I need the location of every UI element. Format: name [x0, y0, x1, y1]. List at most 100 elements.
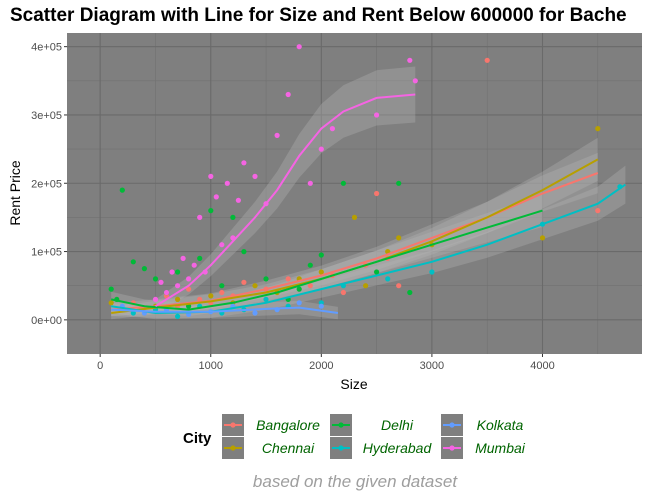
legend-key-point: [449, 422, 455, 428]
y-tick-label: 2e+05: [31, 178, 62, 190]
data-point: [396, 235, 402, 241]
data-point: [175, 296, 181, 302]
data-point: [318, 269, 324, 275]
legend-label: Delhi: [381, 417, 414, 433]
legend-item: Bangalore: [222, 414, 320, 436]
data-point: [484, 57, 490, 63]
confidence-band: [111, 165, 626, 320]
data-point: [241, 279, 247, 285]
data-point: [274, 132, 280, 138]
data-point: [108, 300, 114, 306]
data-point: [374, 190, 380, 197]
y-tick-label: 4e+05: [31, 42, 62, 54]
data-point: [407, 289, 413, 296]
fit-line: [154, 93, 416, 308]
data-point: [595, 126, 601, 132]
data-point: [340, 289, 346, 296]
legend-item: Chennai: [222, 437, 315, 459]
data-point: [208, 173, 214, 179]
legend-label: Chennai: [262, 440, 315, 456]
data-point: [296, 44, 302, 50]
data-point: [152, 276, 159, 282]
data-point: [252, 310, 258, 316]
y-axis-label: Rent Price: [7, 160, 23, 226]
data-point: [263, 276, 269, 282]
y-tick-label: 3e+05: [31, 110, 62, 122]
legend-key-point: [338, 422, 344, 428]
x-tick-label: 0: [97, 360, 103, 372]
x-tick-label: 4000: [530, 360, 554, 372]
data-point: [219, 283, 225, 289]
data-point: [412, 78, 418, 84]
data-point: [230, 214, 236, 220]
y-tick-label: 0e+00: [31, 315, 62, 327]
data-point: [208, 208, 214, 214]
legend-key-point: [230, 445, 236, 451]
legend: City Bangalore Chennai Delhi Hyderabad Kolka…: [183, 414, 526, 459]
y-axis-ticks: 0e+00 1e+05 2e+05 3e+05 4e+05: [31, 42, 67, 327]
data-point: [396, 283, 402, 289]
legend-item: Delhi: [330, 414, 414, 436]
data-point: [263, 296, 269, 302]
data-point: [285, 276, 291, 282]
data-point: [219, 289, 225, 296]
data-point: [208, 293, 214, 299]
data-point: [318, 146, 324, 152]
data-point: [385, 276, 391, 282]
chart-title: Scatter Diagram with Line for Size and R…: [10, 5, 627, 26]
data-point: [318, 252, 324, 258]
data-point: [374, 112, 380, 118]
data-point: [175, 313, 181, 319]
legend-item: Mumbai: [441, 437, 526, 459]
data-point: [307, 262, 313, 268]
legend-label: Bangalore: [256, 417, 320, 433]
data-point: [351, 214, 358, 220]
data-point: [186, 286, 192, 292]
x-tick-label: 2000: [309, 360, 333, 372]
data-point: [130, 259, 136, 265]
data-point: [307, 283, 313, 289]
data-point: [197, 214, 203, 220]
legend-label: Hyderabad: [363, 440, 433, 456]
data-point: [407, 57, 413, 63]
data-point: [374, 269, 380, 275]
confidence-band: [111, 152, 598, 317]
data-point: [169, 269, 175, 275]
data-point: [163, 289, 170, 296]
confidence-band: [155, 66, 416, 313]
data-point: [307, 180, 313, 186]
legend-title: City: [183, 430, 212, 447]
data-point: [186, 276, 192, 282]
data-point: [197, 255, 203, 261]
chart-caption: based on the given dataset: [252, 472, 458, 491]
y-tick-label: 1e+05: [31, 247, 62, 259]
data-point: [285, 91, 291, 98]
data-point: [191, 262, 197, 268]
x-axis-label: Size: [340, 376, 367, 392]
data-point: [158, 279, 164, 285]
legend-item: Kolkata: [441, 414, 524, 436]
legend-key-point: [230, 422, 236, 428]
data-point: [175, 269, 181, 275]
data-point: [363, 283, 369, 289]
data-point: [318, 303, 324, 309]
fit-line: [111, 172, 599, 311]
legend-key-point: [338, 445, 344, 451]
data-point: [180, 255, 186, 261]
data-point: [539, 235, 546, 241]
confidence-band: [111, 137, 598, 320]
data-point: [241, 160, 247, 166]
data-point: [224, 180, 230, 186]
data-point: [396, 180, 402, 186]
fit-line: [111, 306, 339, 314]
data-point: [152, 296, 159, 302]
data-point: [235, 197, 241, 203]
data-point: [429, 269, 435, 275]
x-axis-ticks: 0 1000 2000 3000 4000: [97, 354, 555, 372]
data-point: [296, 300, 302, 306]
data-point: [175, 283, 181, 289]
legend-item: Hyderabad: [330, 437, 432, 459]
data-point: [329, 126, 335, 132]
data-point: [340, 180, 346, 186]
